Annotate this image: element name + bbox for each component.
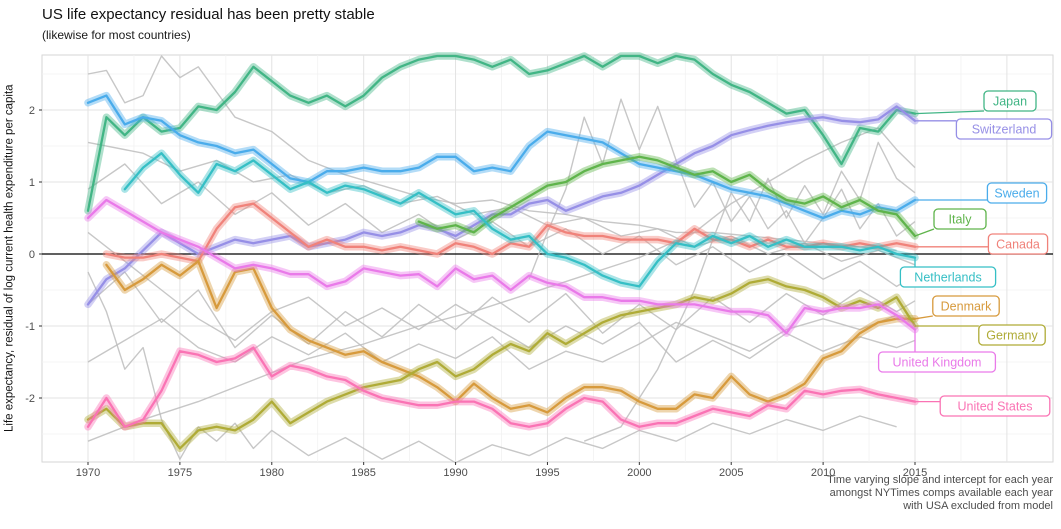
x-tick-label-1995: 1995: [535, 467, 559, 479]
series-line-united-kingdom: [86, 198, 917, 335]
country-label-japan: Japan: [993, 95, 1027, 109]
label-leader-italy: [914, 228, 935, 237]
background-line-comp-10: [583, 141, 916, 442]
series-line-canada: [105, 202, 917, 263]
country-label-denmark: Denmark: [941, 300, 992, 314]
country-label-box-germany: [978, 324, 1046, 346]
country-label-box-sweden: [986, 182, 1048, 204]
series-line-germany: [86, 278, 917, 450]
background-line-comp-7: [87, 163, 916, 288]
country-label-box-japan: [983, 90, 1037, 112]
series-line-japan: [86, 54, 917, 212]
x-tick-label-2005: 2005: [719, 467, 743, 479]
label-leader-denmark: [914, 315, 933, 320]
y-tick-label--2: -2: [25, 393, 35, 405]
background-line-comp-6: [87, 127, 916, 442]
country-label-box-italy: [933, 208, 987, 230]
country-label-box-united-kingdom: [877, 351, 997, 373]
y-tick-label--1: -1: [25, 321, 35, 333]
background-line-comp-2: [87, 55, 897, 252]
x-tick-label-1975: 1975: [168, 467, 192, 479]
country-label-box-united-states: [939, 395, 1051, 417]
country-label-united-states: United States: [957, 400, 1032, 414]
y-tick-label-1: 1: [29, 177, 35, 189]
x-tick-label-1985: 1985: [351, 467, 375, 479]
country-label-netherlands: Netherlands: [914, 271, 981, 285]
country-label-box-switzerland: [955, 118, 1053, 140]
label-leader-japan: [914, 110, 985, 115]
series-line-united-states: [86, 346, 917, 428]
x-tick-label-1990: 1990: [443, 467, 467, 479]
y-tick-label-0: 0: [29, 249, 35, 261]
country-label-switzerland: Switzerland: [972, 123, 1037, 137]
country-label-canada: Canada: [996, 238, 1040, 252]
country-label-box-canada: [987, 233, 1049, 255]
x-tick-label-2015: 2015: [903, 467, 927, 479]
series-line-denmark: [105, 260, 917, 414]
x-tick-label-1970: 1970: [76, 467, 100, 479]
country-label-sweden: Sweden: [994, 187, 1039, 201]
country-label-box-denmark: [932, 295, 1000, 317]
x-tick-label-2000: 2000: [627, 467, 651, 479]
y-axis-title: Life expectancy, residual of log current…: [3, 84, 16, 432]
series-line-sweden: [86, 94, 917, 220]
background-line-comp-8: [87, 271, 916, 349]
country-label-united-kingdom: United Kingdom: [893, 356, 982, 370]
series-line-italy: [417, 155, 917, 238]
x-tick-label-1980: 1980: [260, 467, 284, 479]
country-label-germany: Germany: [986, 329, 1038, 343]
country-label-box-netherlands: [899, 266, 997, 288]
series-line-netherlands: [123, 152, 917, 288]
caption-line-2: amongst NYTimes comps available each yea…: [829, 487, 1053, 499]
caption-line-3: with USA excluded from model: [903, 500, 1053, 512]
x-tick-label-2010: 2010: [811, 467, 835, 479]
chart-title: US life expectancy residual has been pre…: [42, 6, 375, 23]
chart-caption: Time varying slope and intercept for eac…: [827, 474, 1053, 513]
caption-line-1: Time varying slope and intercept for eac…: [827, 474, 1053, 486]
series-line-switzerland: [86, 105, 917, 306]
chart-subtitle: (likewise for most countries): [42, 28, 191, 42]
y-tick-label-2: 2: [29, 105, 35, 117]
country-label-italy: Italy: [949, 213, 973, 227]
background-line-comp-3: [87, 271, 897, 464]
